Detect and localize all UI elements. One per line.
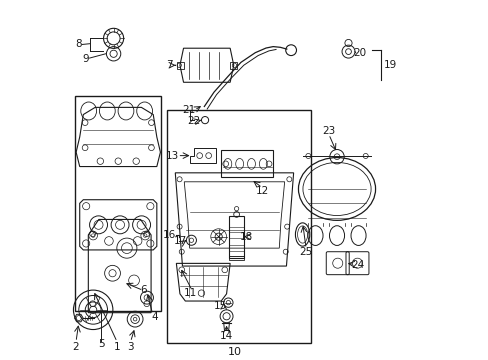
Text: 22: 22 (187, 116, 201, 126)
Text: 25: 25 (299, 247, 312, 257)
Bar (229, 216, 244, 258)
Text: 4: 4 (151, 312, 158, 322)
Text: 24: 24 (350, 260, 364, 270)
Text: 19: 19 (383, 60, 396, 70)
Text: 5: 5 (98, 339, 104, 349)
Text: 14: 14 (220, 331, 233, 341)
Text: 20: 20 (353, 48, 366, 58)
Text: 17: 17 (174, 236, 187, 246)
Text: 21: 21 (182, 105, 195, 115)
Bar (228, 256, 244, 260)
Text: 7: 7 (165, 60, 172, 70)
Bar (75, 96, 161, 311)
Text: 12: 12 (255, 186, 268, 196)
Text: 1: 1 (114, 342, 120, 352)
Text: 3: 3 (127, 342, 134, 352)
Text: 11: 11 (183, 288, 197, 298)
Text: 9: 9 (82, 54, 89, 64)
Text: 8: 8 (75, 40, 82, 49)
Text: 10: 10 (227, 347, 241, 357)
Text: 18: 18 (239, 232, 252, 242)
Text: 23: 23 (322, 126, 335, 135)
Text: 16: 16 (163, 230, 176, 239)
Text: 6: 6 (140, 285, 146, 296)
Text: 2: 2 (73, 342, 79, 352)
Text: 15: 15 (213, 301, 226, 311)
Bar (167, 110, 310, 343)
Text: 13: 13 (166, 150, 179, 161)
